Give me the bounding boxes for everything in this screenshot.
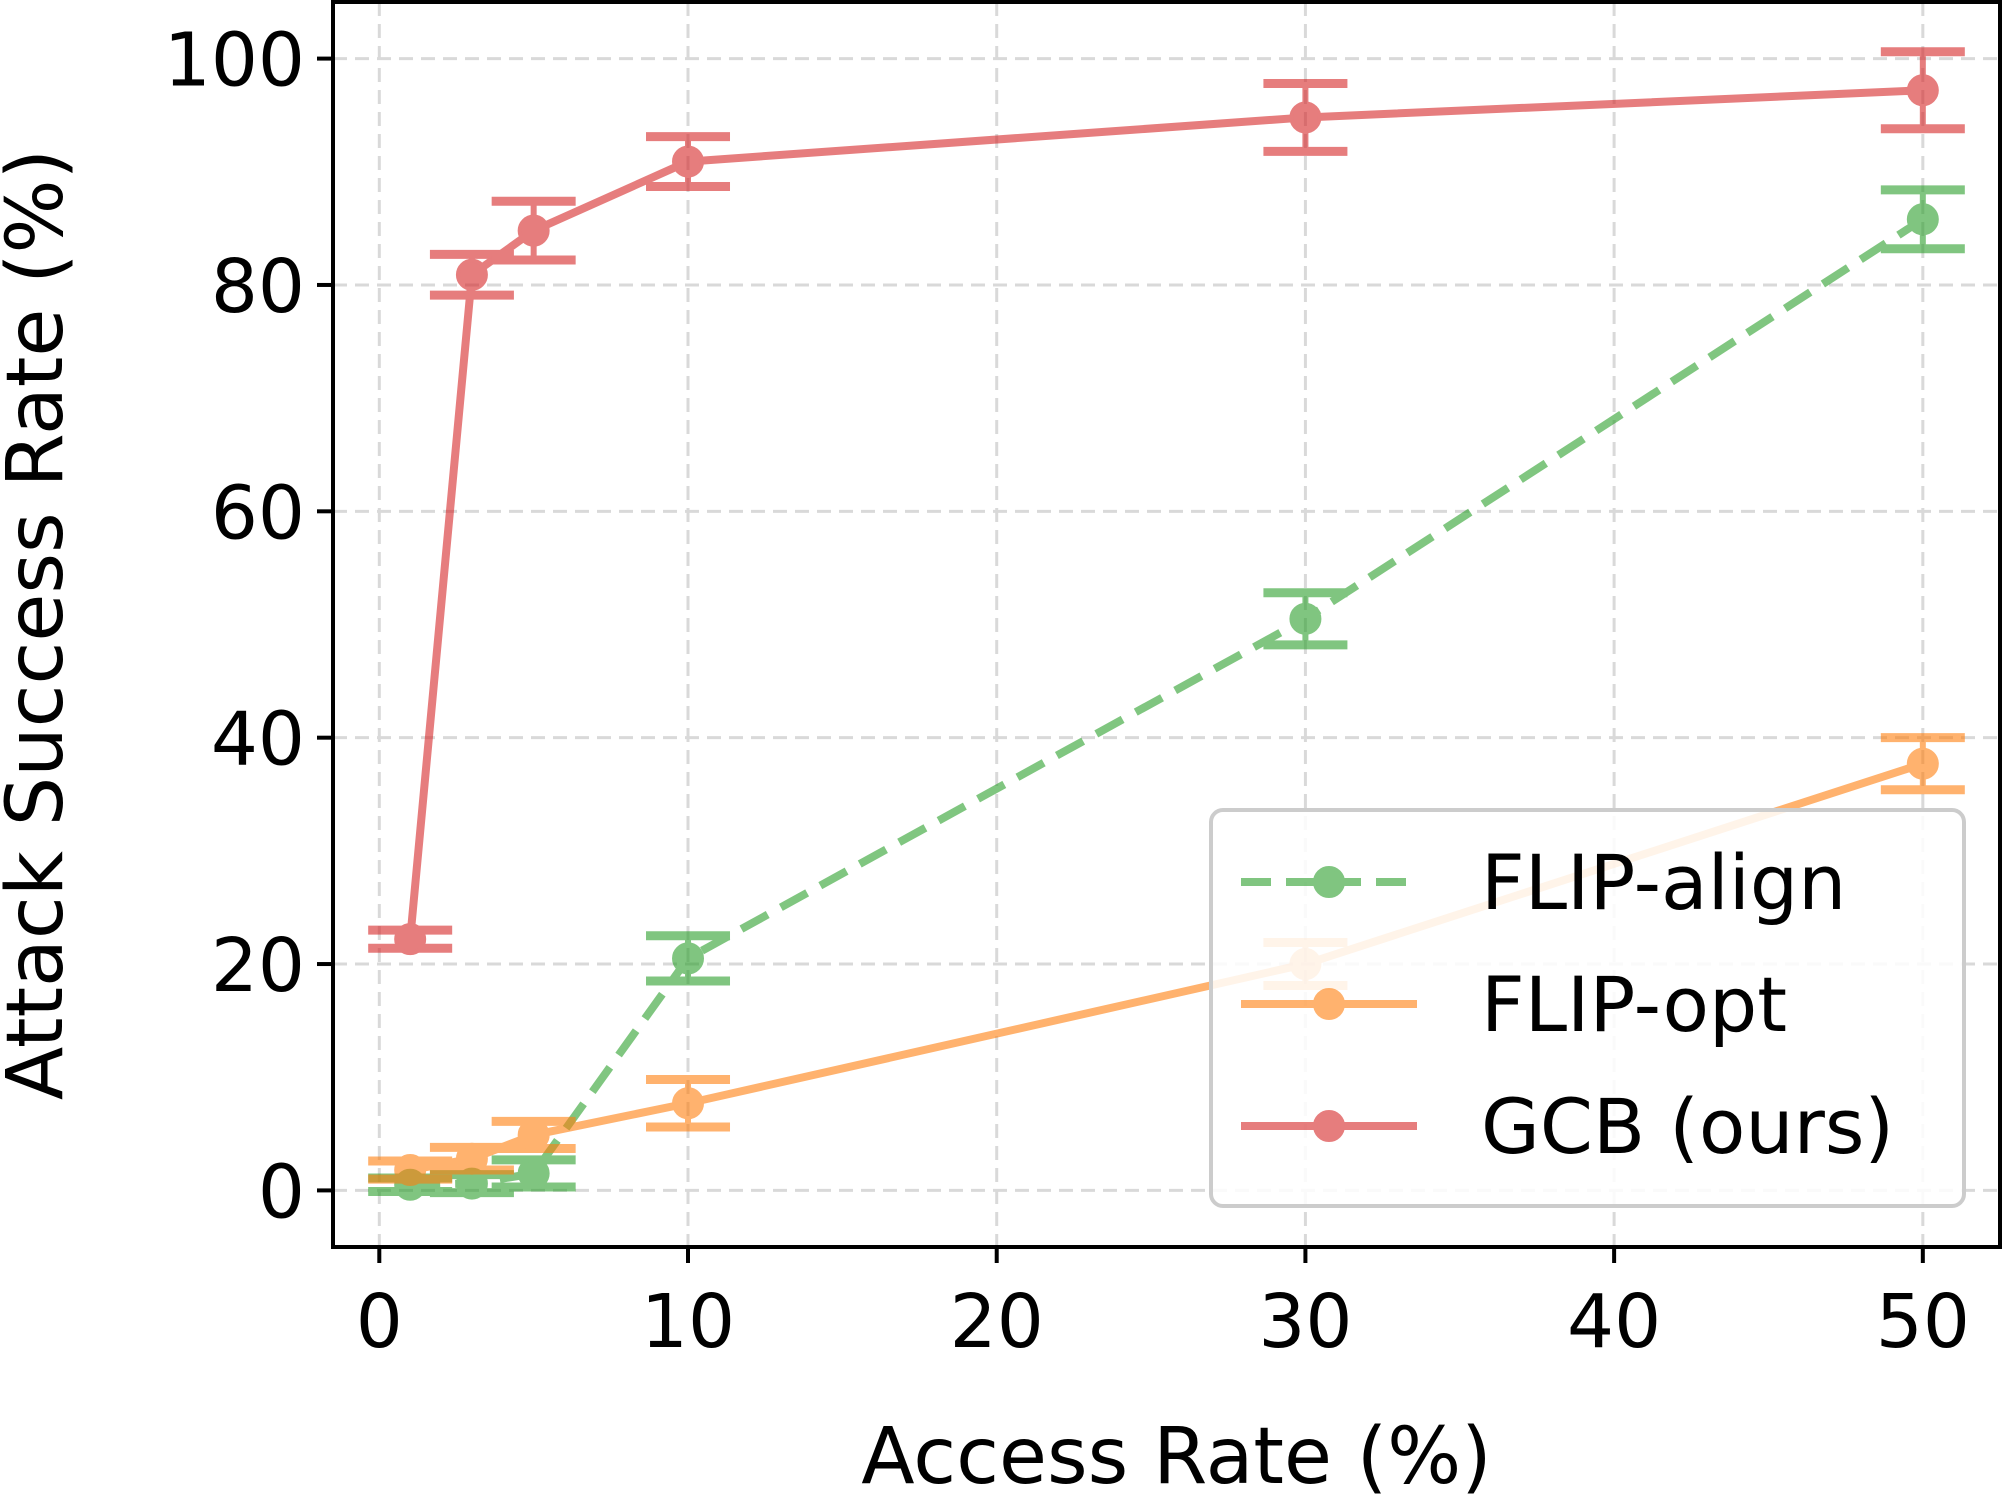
series-line	[406, 86, 1923, 940]
legend-label: FLIP-opt	[1481, 960, 1787, 1049]
legend: FLIP-align FLIP-opt GCB (ours)	[1209, 808, 1966, 1208]
legend-swatch	[1241, 866, 1417, 898]
legend-swatch	[1241, 988, 1417, 1020]
y-tick-label: 40	[211, 697, 305, 783]
ticks: 0 10 20 30 40 50 0 20 40 60 80 100	[164, 18, 1970, 1365]
y-tick-label: 80	[211, 244, 305, 330]
data-point	[1906, 74, 1939, 107]
data-point	[672, 1087, 705, 1120]
legend-swatch	[1241, 1110, 1417, 1142]
legend-item: FLIP-align	[1241, 838, 1846, 927]
data-point	[517, 214, 550, 247]
data-point	[1906, 203, 1939, 236]
x-tick-label: 20	[950, 1279, 1044, 1365]
legend-marker	[1313, 866, 1345, 898]
y-tick-label: 0	[258, 1149, 305, 1235]
legend-item: FLIP-opt	[1241, 960, 1787, 1049]
x-tick-label: 0	[356, 1279, 403, 1365]
x-tick-label: 30	[1258, 1279, 1352, 1365]
data-point	[517, 1157, 550, 1190]
data-point	[394, 1154, 427, 1187]
data-point	[517, 1118, 550, 1151]
legend-box	[1209, 808, 1966, 1208]
data-point	[394, 923, 427, 956]
legend-item: GCB (ours)	[1241, 1082, 1894, 1171]
x-axis-title: Access Rate (%)	[861, 1412, 1491, 1501]
data-point	[455, 1142, 488, 1175]
y-tick-label: 60	[211, 470, 305, 556]
legend-label: GCB (ours)	[1481, 1082, 1894, 1171]
x-tick-label: 40	[1567, 1279, 1661, 1365]
y-tick-label: 100	[164, 18, 305, 104]
series-gcb-ours	[368, 47, 1965, 956]
data-point	[1906, 747, 1939, 780]
x-tick-label: 50	[1876, 1279, 1970, 1365]
data-point	[1289, 101, 1322, 134]
data-point	[1289, 602, 1322, 635]
data-point	[672, 145, 705, 178]
legend-marker	[1313, 1110, 1345, 1142]
y-tick-label: 20	[211, 923, 305, 1009]
plot-frame	[331, 0, 2002, 1249]
legend-label: FLIP-align	[1481, 838, 1846, 927]
x-tick-label: 10	[641, 1279, 735, 1365]
data-point	[455, 258, 488, 291]
y-axis-title: Attack Success Rate (%)	[0, 149, 81, 1100]
legend-marker	[1313, 988, 1345, 1020]
data-point	[672, 942, 705, 975]
